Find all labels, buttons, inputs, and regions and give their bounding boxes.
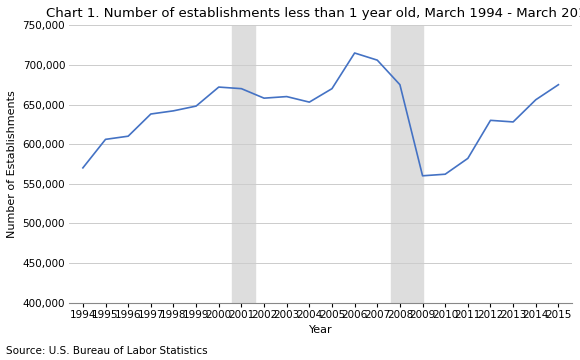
Bar xyxy=(233,25,255,302)
X-axis label: Year: Year xyxy=(309,325,332,335)
Bar xyxy=(391,25,423,302)
Title: Chart 1. Number of establishments less than 1 year old, March 1994 - March 2015: Chart 1. Number of establishments less t… xyxy=(46,7,580,20)
Text: Source: U.S. Bureau of Labor Statistics: Source: U.S. Bureau of Labor Statistics xyxy=(6,346,208,356)
Y-axis label: Number of Establishments: Number of Establishments xyxy=(7,90,17,238)
